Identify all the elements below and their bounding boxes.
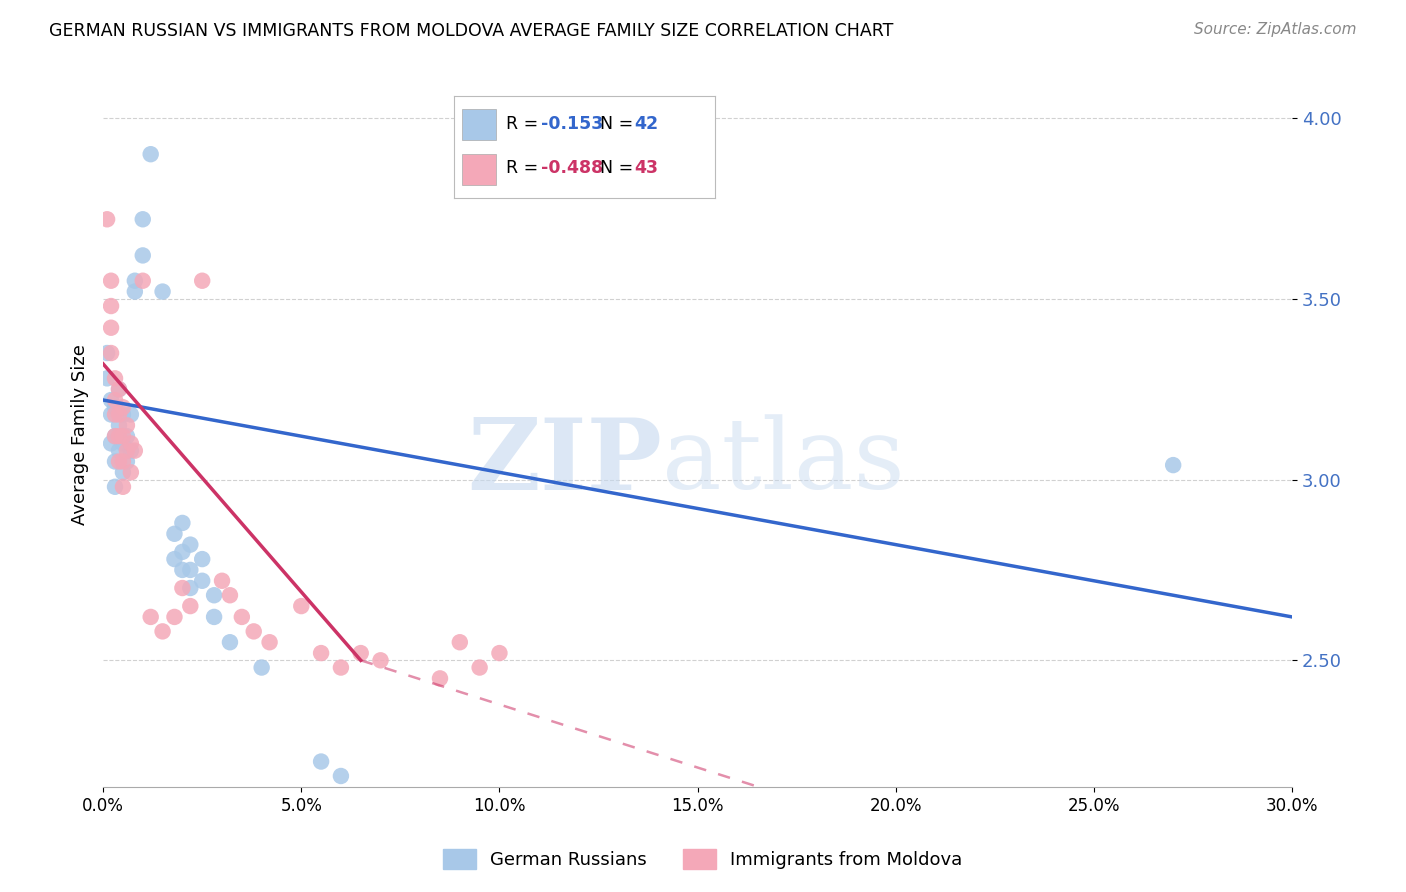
Point xyxy=(108,429,131,443)
Point xyxy=(468,660,491,674)
Point xyxy=(104,429,127,443)
Point xyxy=(120,408,142,422)
Point xyxy=(250,660,273,674)
Point xyxy=(429,672,451,686)
Point xyxy=(329,660,352,674)
Point xyxy=(152,624,174,639)
Point xyxy=(124,285,146,299)
Point xyxy=(104,371,127,385)
Point xyxy=(96,346,118,360)
Point xyxy=(104,429,127,443)
Point xyxy=(100,299,122,313)
Point xyxy=(124,274,146,288)
Point xyxy=(100,274,122,288)
Point xyxy=(191,274,214,288)
Point xyxy=(111,480,134,494)
Point xyxy=(449,635,471,649)
Point xyxy=(115,429,138,443)
Point xyxy=(179,599,201,613)
Point xyxy=(111,454,134,468)
Point xyxy=(96,371,118,385)
Point xyxy=(191,552,214,566)
Point xyxy=(111,436,134,450)
Point xyxy=(139,610,162,624)
Point xyxy=(172,545,194,559)
Point xyxy=(120,436,142,450)
Point xyxy=(139,147,162,161)
Point xyxy=(132,274,155,288)
Point xyxy=(115,454,138,468)
Point xyxy=(96,212,118,227)
Point xyxy=(163,526,186,541)
Y-axis label: Average Family Size: Average Family Size xyxy=(72,344,89,524)
Point xyxy=(120,466,142,480)
Point xyxy=(115,443,138,458)
Text: atlas: atlas xyxy=(662,415,904,510)
Point xyxy=(104,480,127,494)
Point xyxy=(242,624,264,639)
Point xyxy=(211,574,233,588)
Point xyxy=(309,755,332,769)
Point xyxy=(179,538,201,552)
Point xyxy=(329,769,352,783)
Text: GERMAN RUSSIAN VS IMMIGRANTS FROM MOLDOVA AVERAGE FAMILY SIZE CORRELATION CHART: GERMAN RUSSIAN VS IMMIGRANTS FROM MOLDOV… xyxy=(49,22,894,40)
Point xyxy=(202,588,225,602)
Point xyxy=(172,581,194,595)
Point xyxy=(132,248,155,262)
Point xyxy=(163,552,186,566)
Point xyxy=(124,443,146,458)
Point xyxy=(191,574,214,588)
Text: ZIP: ZIP xyxy=(467,414,662,511)
Point xyxy=(104,401,127,415)
Point xyxy=(111,429,134,443)
Point xyxy=(108,408,131,422)
Point xyxy=(111,401,134,415)
Point xyxy=(100,436,122,450)
Point xyxy=(290,599,312,613)
Point xyxy=(108,382,131,396)
Point xyxy=(104,392,127,407)
Point xyxy=(172,516,194,530)
Text: Source: ZipAtlas.com: Source: ZipAtlas.com xyxy=(1194,22,1357,37)
Point xyxy=(1161,458,1184,472)
Point xyxy=(370,653,392,667)
Point xyxy=(111,408,134,422)
Point xyxy=(132,212,155,227)
Point xyxy=(108,454,131,468)
Point xyxy=(108,443,131,458)
Point xyxy=(115,418,138,433)
Point xyxy=(219,588,242,602)
Point xyxy=(231,610,253,624)
Point xyxy=(350,646,373,660)
Point xyxy=(179,563,201,577)
Point xyxy=(202,610,225,624)
Point xyxy=(172,563,194,577)
Point xyxy=(100,320,122,334)
Point xyxy=(219,635,242,649)
Point xyxy=(108,382,131,396)
Point xyxy=(259,635,281,649)
Point xyxy=(488,646,510,660)
Point xyxy=(100,346,122,360)
Point xyxy=(111,466,134,480)
Point xyxy=(104,408,127,422)
Point xyxy=(104,454,127,468)
Point xyxy=(179,581,201,595)
Point xyxy=(309,646,332,660)
Point xyxy=(152,285,174,299)
Legend: German Russians, Immigrants from Moldova: German Russians, Immigrants from Moldova xyxy=(434,839,972,879)
Point xyxy=(100,408,122,422)
Point xyxy=(100,392,122,407)
Point xyxy=(108,418,131,433)
Point xyxy=(120,443,142,458)
Point xyxy=(163,610,186,624)
